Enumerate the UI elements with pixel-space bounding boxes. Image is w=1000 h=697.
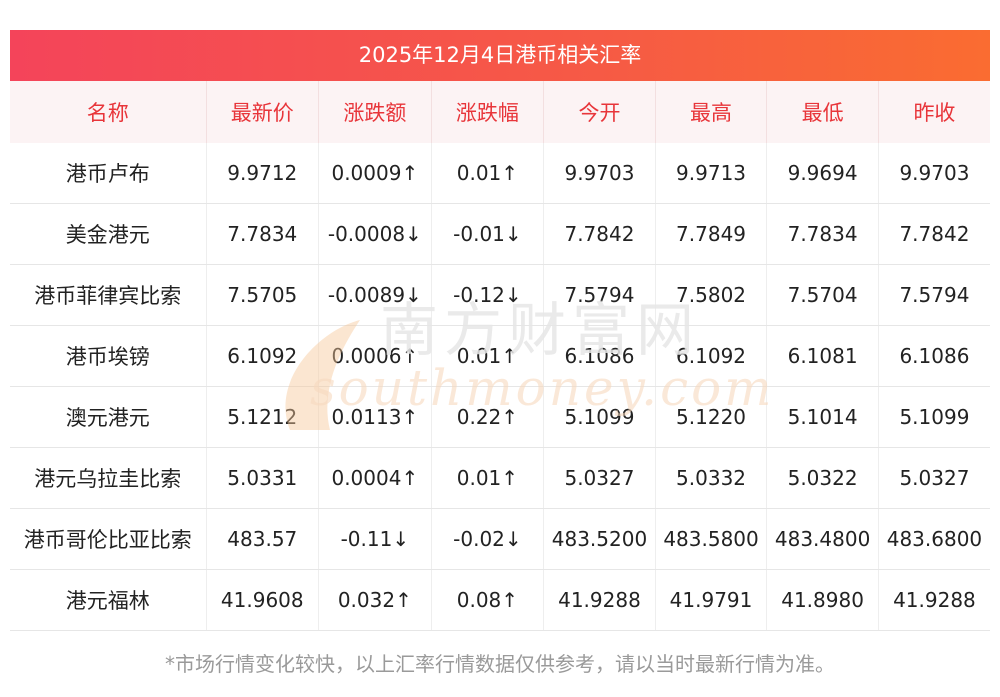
header-name: 名称: [10, 81, 207, 143]
prev-close: 6.1086: [878, 325, 990, 387]
header-high: 最高: [655, 81, 768, 143]
high-price: 5.1220: [655, 386, 768, 448]
header-latest: 最新价: [206, 81, 320, 143]
table-row: 港币埃镑 6.1092 0.0006↑ 0.01↑ 6.1086 6.1092 6.1081…: [10, 325, 990, 387]
pair-name: 港币菲律宾比索: [10, 264, 207, 326]
open-price: 7.7842: [543, 203, 656, 265]
change-amount: 0.0004↑: [318, 447, 432, 509]
change-pct: 0.01↑: [431, 143, 545, 204]
low-price: 5.0322: [766, 447, 879, 509]
header-open: 今开: [543, 81, 656, 143]
footnote-disclaimer: *市场行情变化较快，以上汇率行情数据仅供参考，请以当时最新行情为准。: [165, 652, 835, 676]
low-price: 7.5704: [766, 264, 879, 326]
low-price: 9.9694: [766, 143, 879, 204]
high-price: 41.9791: [655, 569, 768, 631]
open-price: 5.0327: [543, 447, 656, 509]
high-price: 7.5802: [655, 264, 768, 326]
change-pct: 0.22↑: [431, 386, 545, 448]
header-low: 最低: [766, 81, 879, 143]
rates-table: 名称 最新价 涨跌额 涨跌幅 今开 最高 最低 昨收 港币卢布 9.9712 0.0…: [10, 81, 990, 631]
table-row: 澳元港元 5.1212 0.0113↑ 0.22↑ 5.1099 5.1220 5.1014…: [10, 386, 990, 448]
table-header: 名称 最新价 涨跌额 涨跌幅 今开 最高 最低 昨收: [10, 81, 990, 143]
pair-name: 澳元港元: [10, 386, 207, 448]
open-price: 41.9288: [543, 569, 656, 631]
header-change-pct: 涨跌幅: [431, 81, 545, 143]
open-price: 483.5200: [543, 508, 656, 570]
latest-price: 7.7834: [206, 203, 320, 265]
prev-close: 483.6800: [878, 508, 990, 570]
latest-price: 5.0331: [206, 447, 320, 509]
open-price: 9.9703: [543, 143, 656, 204]
table-row: 港元福林 41.9608 0.032↑ 0.08↑ 41.9288 41.9791 41.8…: [10, 569, 990, 631]
change-pct: 0.01↑: [431, 325, 545, 387]
open-price: 7.5794: [543, 264, 656, 326]
change-amount: 0.0113↑: [318, 386, 432, 448]
latest-price: 41.9608: [206, 569, 320, 631]
table-row: 港币哥伦比亚比索 483.57 -0.11↓ -0.02↓ 483.5200 483.58…: [10, 508, 990, 570]
change-amount: -0.11↓: [318, 508, 432, 570]
pair-name: 港币哥伦比亚比索: [10, 508, 207, 570]
table-row: 美金港元 7.7834 -0.0008↓ -0.01↓ 7.7842 7.7849 7.78…: [10, 203, 990, 265]
table-body: 港币卢布 9.9712 0.0009↑ 0.01↑ 9.9703 9.9713 9.9694…: [10, 143, 990, 631]
prev-close: 41.9288: [878, 569, 990, 631]
change-pct: 0.08↑: [431, 569, 545, 631]
change-amount: 0.0006↑: [318, 325, 432, 387]
latest-price: 483.57: [206, 508, 320, 570]
table-row: 港元乌拉圭比索 5.0331 0.0004↑ 0.01↑ 5.0327 5.0332 5.0…: [10, 447, 990, 509]
high-price: 5.0332: [655, 447, 768, 509]
pair-name: 美金港元: [10, 203, 207, 265]
high-price: 6.1092: [655, 325, 768, 387]
table-row: 港币菲律宾比索 7.5705 -0.0089↓ -0.12↓ 7.5794 7.5802 7…: [10, 264, 990, 326]
change-amount: -0.0089↓: [318, 264, 432, 326]
pair-name: 港币卢布: [10, 143, 207, 204]
prev-close: 7.5794: [878, 264, 990, 326]
latest-price: 5.1212: [206, 386, 320, 448]
latest-price: 7.5705: [206, 264, 320, 326]
change-amount: 0.032↑: [318, 569, 432, 631]
low-price: 41.8980: [766, 569, 879, 631]
prev-close: 7.7842: [878, 203, 990, 265]
low-price: 7.7834: [766, 203, 879, 265]
change-pct: -0.12↓: [431, 264, 545, 326]
latest-price: 6.1092: [206, 325, 320, 387]
high-price: 7.7849: [655, 203, 768, 265]
pair-name: 港元乌拉圭比索: [10, 447, 207, 509]
high-price: 483.5800: [655, 508, 768, 570]
header-change: 涨跌额: [318, 81, 432, 143]
low-price: 483.4800: [766, 508, 879, 570]
prev-close: 5.1099: [878, 386, 990, 448]
pair-name: 港元福林: [10, 569, 207, 631]
change-pct: 0.01↑: [431, 447, 545, 509]
change-pct: -0.01↓: [431, 203, 545, 265]
pair-name: 港币埃镑: [10, 325, 207, 387]
change-amount: 0.0009↑: [318, 143, 432, 204]
open-price: 5.1099: [543, 386, 656, 448]
change-amount: -0.0008↓: [318, 203, 432, 265]
open-price: 6.1086: [543, 325, 656, 387]
table-row: 港币卢布 9.9712 0.0009↑ 0.01↑ 9.9703 9.9713 9.9694…: [10, 143, 990, 204]
latest-price: 9.9712: [206, 143, 320, 204]
prev-close: 9.9703: [878, 143, 990, 204]
header-row: 名称 最新价 涨跌额 涨跌幅 今开 最高 最低 昨收: [10, 81, 990, 143]
table-title: 2025年12月4日港币相关汇率: [10, 30, 990, 81]
high-price: 9.9713: [655, 143, 768, 204]
prev-close: 5.0327: [878, 447, 990, 509]
low-price: 5.1014: [766, 386, 879, 448]
change-pct: -0.02↓: [431, 508, 545, 570]
low-price: 6.1081: [766, 325, 879, 387]
header-prev-close: 昨收: [878, 81, 990, 143]
